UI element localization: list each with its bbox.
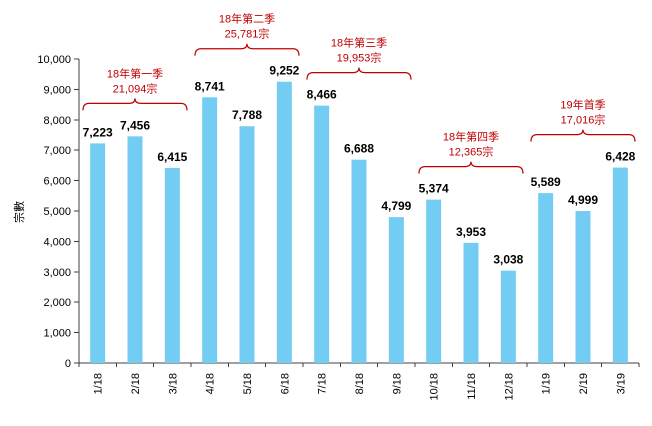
y-tick-label-7000: 7,000 — [43, 145, 71, 157]
quarter-total: 21,094宗 — [113, 81, 158, 95]
bar-4-18 — [202, 97, 218, 364]
data-labels: 7,223 7,456 6,415 8,741 7,788 9,252 8,466 6,688… — [83, 64, 636, 267]
bars — [90, 81, 628, 364]
quarter-label: 18年第一季 — [107, 66, 163, 80]
x-tick-label-9-18: 9/18 — [391, 373, 403, 394]
y-tick-label-0: 0 — [65, 358, 71, 370]
x-tick-label-10-18: 10/18 — [429, 373, 441, 401]
quarter-brace — [418, 161, 524, 174]
data-label-8-18: 6,688 — [344, 142, 374, 156]
x-tick-label-12-18: 12/18 — [503, 373, 515, 401]
quarter-label: 18年第四季 — [443, 130, 499, 144]
quarter-total: 25,781宗 — [225, 27, 270, 41]
quarter-total: 12,365宗 — [449, 145, 494, 159]
bar-10-18 — [426, 199, 442, 363]
data-label-10-18: 5,374 — [419, 182, 449, 196]
y-tick-label-2000: 2,000 — [43, 297, 71, 309]
data-label-3-19: 6,428 — [605, 150, 635, 164]
x-tick-label-1-18: 1/18 — [93, 373, 105, 394]
quarter-total: 19,953宗 — [337, 51, 382, 65]
quarter-brace — [306, 67, 412, 80]
quarter-brace — [82, 98, 188, 111]
bar-2-18 — [127, 136, 143, 363]
y-tick-label-8000: 8,000 — [43, 115, 71, 127]
data-label-2-18: 7,456 — [120, 118, 150, 132]
quarter-label: 19年首季 — [560, 98, 605, 112]
x-tick-label-4-18: 4/18 — [205, 373, 217, 394]
x-tick-label-11-18: 11/18 — [466, 373, 478, 400]
y-axis: 0 1,000 2,000 3,000 4,000 5,000 6,000 7,000 8,00… — [37, 54, 80, 370]
bar-1-18 — [90, 143, 106, 363]
bar-9-18 — [388, 217, 404, 363]
data-label-1-18: 7,223 — [83, 125, 113, 139]
x-tick-label-7-18: 7/18 — [317, 373, 329, 394]
bar-7-18 — [314, 105, 330, 363]
x-tick-label-5-18: 5/18 — [242, 373, 254, 394]
data-label-6-18: 9,252 — [269, 64, 299, 78]
data-label-12-18: 3,038 — [493, 253, 523, 267]
x-tick-label-3-19: 3/19 — [615, 373, 627, 394]
bar-1-19 — [538, 193, 554, 363]
y-tick-label-10000: 10,000 — [37, 54, 71, 66]
quarter-total: 17,016宗 — [561, 113, 606, 127]
x-tick-label-2-18: 2/18 — [130, 373, 142, 394]
bar-2-19 — [575, 211, 591, 363]
bar-3-18 — [164, 167, 180, 363]
y-tick-label-9000: 9,000 — [43, 84, 71, 96]
quarter-label: 18年第三季 — [331, 36, 387, 50]
y-axis-label: 宗數 — [12, 201, 26, 223]
data-label-7-18: 8,466 — [307, 88, 337, 102]
data-label-2-19: 4,999 — [568, 193, 598, 207]
y-tick-label-1000: 1,000 — [43, 328, 71, 340]
data-label-5-18: 7,788 — [232, 108, 262, 122]
y-tick-label-3000: 3,000 — [43, 267, 71, 279]
y-tick-label-6000: 6,000 — [43, 176, 71, 188]
quarter-label: 18年第二季 — [219, 12, 275, 26]
data-label-9-18: 4,799 — [381, 199, 411, 213]
data-label-4-18: 8,741 — [195, 79, 225, 93]
bar-12-18 — [500, 270, 516, 363]
quarter-brace — [530, 129, 636, 142]
bar-8-18 — [351, 159, 367, 363]
quarter-brace — [194, 43, 300, 56]
x-tick-label-2-19: 2/19 — [578, 373, 590, 394]
x-tick-label-8-18: 8/18 — [354, 373, 366, 394]
x-tick-label-3-18: 3/18 — [167, 373, 179, 394]
x-tick-label-6-18: 6/18 — [279, 373, 291, 394]
x-tick-label-1-19: 1/19 — [541, 373, 553, 394]
y-tick-label-5000: 5,000 — [43, 206, 71, 218]
bar-6-18 — [276, 81, 292, 363]
y-tick-label-4000: 4,000 — [43, 236, 71, 248]
data-label-1-19: 5,589 — [531, 175, 561, 189]
quarter-annotations: 18年第一季21,094宗18年第二季25,781宗18年第三季19,953宗1… — [82, 12, 636, 174]
data-label-11-18: 3,953 — [456, 225, 486, 239]
bar-11-18 — [463, 242, 479, 363]
data-label-3-18: 6,415 — [157, 150, 187, 164]
bar-3-19 — [612, 167, 628, 363]
x-axis: 1/18 2/18 3/18 4/18 5/18 6/18 7/18 8/18 9/18 10/1… — [78, 362, 640, 401]
bar-5-18 — [239, 126, 255, 363]
